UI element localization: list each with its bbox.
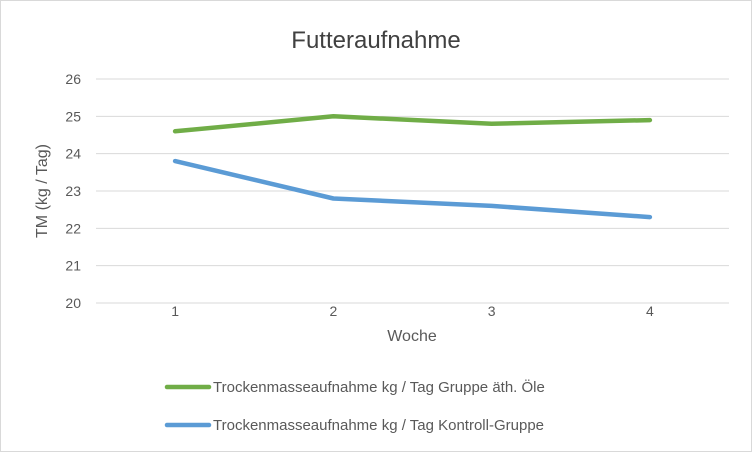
- chart-title: Futteraufnahme: [291, 27, 460, 54]
- y-tick-label: 26: [65, 71, 81, 87]
- series-lines: [175, 116, 650, 217]
- legend: Trockenmasseaufnahme kg / Tag Gruppe äth…: [167, 378, 545, 434]
- y-tick-label: 23: [65, 183, 81, 199]
- y-tick-label: 22: [65, 220, 81, 236]
- x-tick-labels: 1 2 3 4: [171, 303, 654, 319]
- series-line-1: [175, 161, 650, 217]
- x-tick-label: 1: [171, 303, 179, 319]
- y-tick-label: 20: [65, 295, 81, 311]
- x-tick-label: 2: [329, 303, 337, 319]
- y-tick-label: 24: [65, 146, 81, 162]
- legend-label-1: Trockenmasseaufnahme kg / Tag Kontroll-G…: [213, 417, 544, 434]
- x-tick-label: 3: [488, 303, 496, 319]
- series-line-0: [175, 116, 650, 131]
- y-tick-label: 21: [65, 258, 81, 274]
- gridlines: [96, 79, 729, 303]
- legend-label-0: Trockenmasseaufnahme kg / Tag Gruppe äth…: [213, 378, 545, 396]
- y-tick-label: 25: [65, 108, 81, 124]
- y-tick-labels: 20 21 22 23 24 25 26: [65, 71, 81, 311]
- y-axis-label: TM (kg / Tag): [34, 144, 51, 238]
- x-tick-label: 4: [646, 303, 654, 319]
- x-axis-label: Woche: [387, 328, 437, 345]
